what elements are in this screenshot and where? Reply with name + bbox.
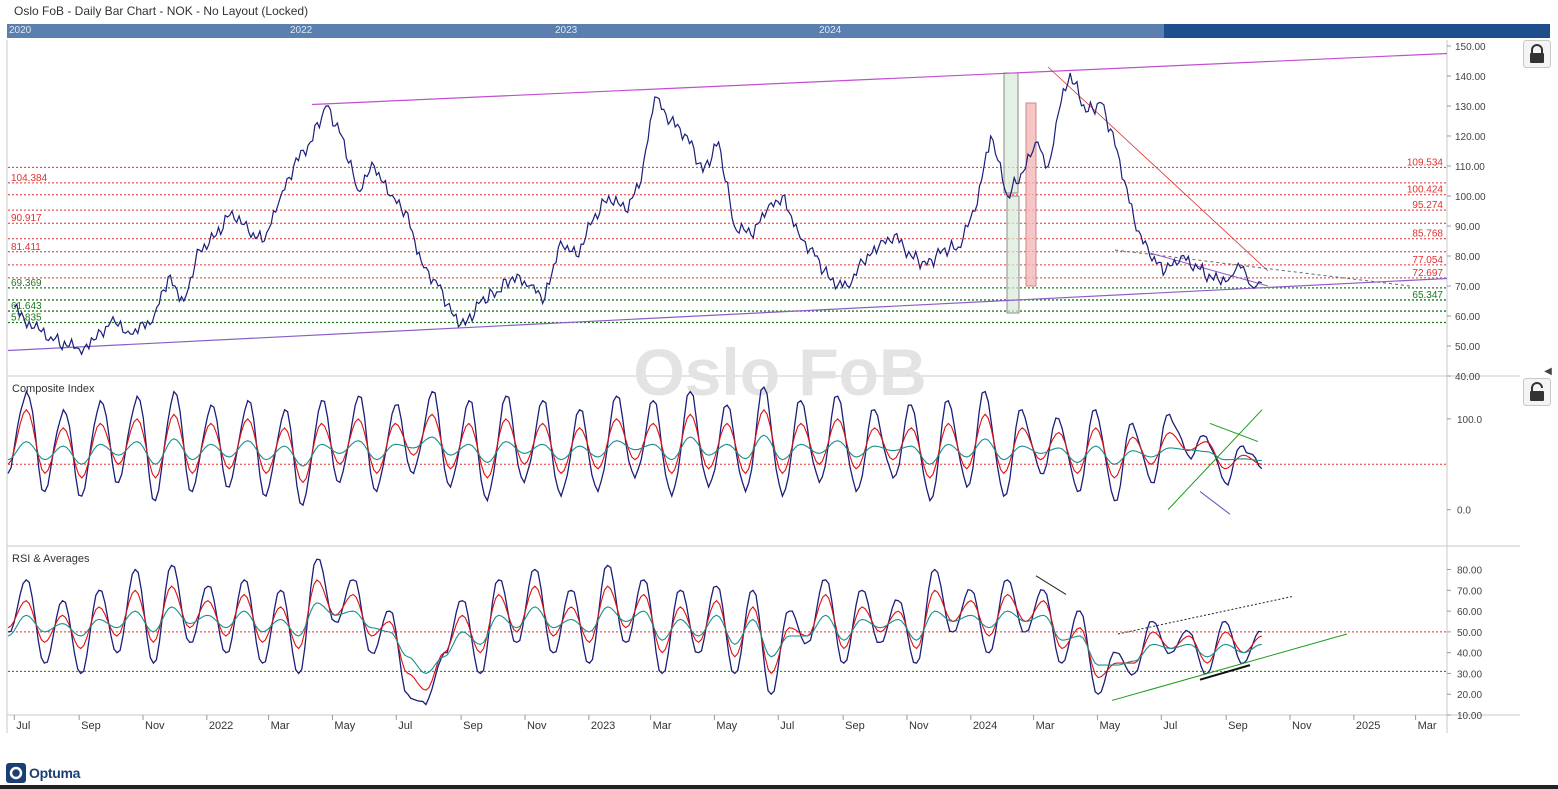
window-title: Oslo FoB - Daily Bar Chart - NOK - No La… <box>14 4 309 18</box>
date-navigator[interactable]: 2020 2022 2023 2024 <box>7 24 1550 38</box>
panel-title: RSI & Averages <box>12 553 90 565</box>
price-line <box>13 72 1263 356</box>
optuma-logo: Optuma <box>6 762 80 784</box>
indicator-line <box>7 408 1262 484</box>
y-tick-label: 80.00 <box>1457 566 1482 577</box>
x-tick-label: Sep <box>845 720 865 732</box>
y-tick-label: 70.00 <box>1457 586 1482 597</box>
y-tick-label: 140.00 <box>1455 72 1486 83</box>
x-tick-label: Mar <box>1418 720 1437 732</box>
highlight-box <box>1003 72 1019 194</box>
trend-line <box>1199 491 1231 515</box>
x-tick-label: May <box>1099 720 1120 732</box>
x-tick-label: Sep <box>463 720 483 732</box>
logo-text: Optuma <box>29 765 81 781</box>
x-tick-label: Sep <box>81 720 101 732</box>
level-label: 109.534 <box>1407 157 1444 168</box>
unlock-icon[interactable] <box>1523 378 1551 406</box>
x-tick-label: Nov <box>909 720 929 732</box>
trend-line <box>1111 633 1348 701</box>
y-tick-label: 40.00 <box>1457 649 1482 660</box>
indicator-line <box>7 385 1263 507</box>
status-bar <box>0 785 1558 789</box>
y-tick-label: 150.00 <box>1455 42 1486 53</box>
level-label: 57.835 <box>11 312 42 323</box>
indicator-line <box>7 602 1262 674</box>
y-tick-label: 50.00 <box>1457 628 1482 639</box>
trend-line <box>7 277 1448 352</box>
x-tick-label: Jul <box>16 720 30 732</box>
y-tick-label: 60.00 <box>1455 312 1480 323</box>
level-label: 100.424 <box>1407 185 1444 196</box>
level-label: 61.643 <box>11 301 42 312</box>
trend-line <box>1149 252 1269 287</box>
x-tick-label: Jul <box>1163 720 1177 732</box>
y-tick-label: 70.00 <box>1455 282 1480 293</box>
y-tick-label: 100.00 <box>1455 192 1486 203</box>
trend-line <box>1114 249 1411 287</box>
x-tick-label: 2023 <box>591 720 615 732</box>
level-label: 81.411 <box>11 242 41 253</box>
y-tick-label: 100.0 <box>1457 415 1482 426</box>
level-label: 72.697 <box>1412 268 1443 279</box>
y-tick-label: 20.00 <box>1457 690 1482 701</box>
panel-title: Composite Index <box>12 383 95 395</box>
trend-line <box>311 52 1448 106</box>
trend-line <box>1167 409 1263 511</box>
watermark: Oslo FoB <box>633 335 926 409</box>
level-label: 69.369 <box>11 278 42 289</box>
x-tick-label: Nov <box>527 720 547 732</box>
y-tick-label: 120.00 <box>1455 132 1486 143</box>
y-tick-label: 40.00 <box>1455 372 1480 383</box>
lock-icon[interactable] <box>1523 40 1551 68</box>
level-label: 90.917 <box>11 213 42 224</box>
x-tick-label: Sep <box>1228 720 1248 732</box>
optuma-logo-icon <box>6 763 26 783</box>
trend-line <box>1209 422 1259 443</box>
indicator-line <box>7 434 1262 467</box>
y-tick-label: 30.00 <box>1457 669 1482 680</box>
y-tick-label: 90.00 <box>1455 222 1480 233</box>
trend-line <box>1117 596 1293 635</box>
collapse-arrow-icon[interactable]: ◀ <box>1544 366 1552 377</box>
navigator-year-label: 2020 <box>9 25 32 36</box>
navigator-year-label: 2023 <box>555 25 578 36</box>
highlight-box <box>1006 195 1020 314</box>
navigator-year-label: 2024 <box>819 25 842 36</box>
navigator-selection[interactable] <box>7 24 1164 38</box>
x-tick-label: May <box>716 720 737 732</box>
y-tick-label: 130.00 <box>1455 102 1486 113</box>
x-tick-label: Mar <box>1036 720 1055 732</box>
level-label: 65.347 <box>1412 290 1443 301</box>
level-label: 77.054 <box>1412 255 1443 266</box>
x-tick-label: Nov <box>145 720 165 732</box>
highlight-box <box>1025 102 1037 287</box>
x-tick-label: Mar <box>653 720 672 732</box>
x-tick-label: Jul <box>780 720 794 732</box>
x-tick-label: Nov <box>1292 720 1312 732</box>
level-label: 85.768 <box>1412 229 1443 240</box>
x-tick-label: 2024 <box>973 720 997 732</box>
indicator-line <box>7 579 1262 691</box>
trend-line <box>1047 66 1269 272</box>
trend-line <box>1035 575 1067 595</box>
x-tick-label: May <box>334 720 355 732</box>
y-tick-label: 80.00 <box>1455 252 1480 263</box>
navigator-year-label: 2022 <box>290 25 313 36</box>
x-tick-label: Jul <box>398 720 412 732</box>
level-label: 104.384 <box>11 173 48 184</box>
x-tick-label: 2025 <box>1356 720 1380 732</box>
y-tick-label: 0.0 <box>1457 506 1471 517</box>
x-tick-label: 2022 <box>209 720 233 732</box>
x-tick-label: Mar <box>271 720 290 732</box>
level-label: 95.274 <box>1412 200 1443 211</box>
y-tick-label: 110.00 <box>1455 162 1485 173</box>
y-tick-label: 60.00 <box>1457 607 1482 618</box>
trend-line <box>1199 664 1251 681</box>
y-tick-label: 50.00 <box>1455 342 1480 353</box>
y-tick-label: 10.00 <box>1457 711 1482 722</box>
